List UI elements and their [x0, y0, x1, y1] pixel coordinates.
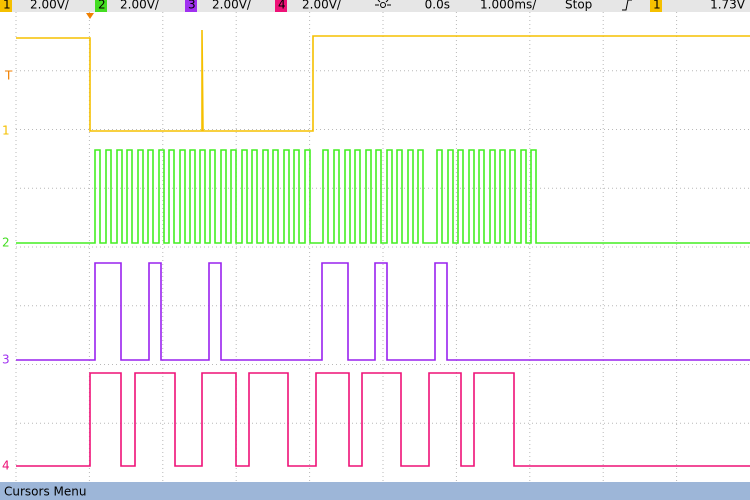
ch2-scale[interactable]: 2.00V/ — [120, 0, 160, 12]
ch2-number[interactable]: 2 — [98, 0, 106, 12]
ch3-badge[interactable] — [185, 0, 197, 12]
ch4-scale[interactable]: 2.00V/ — [302, 0, 342, 12]
trigger-source-badge[interactable] — [650, 0, 662, 12]
trigger-level-marker: T — [4, 69, 13, 83]
time-offset[interactable]: 0.0s — [425, 0, 450, 12]
ch3-marker: 3 — [2, 353, 10, 367]
menu-title: Cursors Menu — [4, 485, 86, 499]
trigger-position-marker — [86, 13, 94, 19]
ch4-badge[interactable] — [275, 0, 287, 12]
menu-bar — [0, 482, 750, 500]
ch2-trace — [16, 149, 750, 244]
time-scale[interactable]: 1.000ms/ — [480, 0, 537, 12]
trigger-edge-icon[interactable] — [622, 0, 632, 11]
status-bar — [0, 0, 750, 12]
ch1-scale[interactable]: 2.00V/ — [30, 0, 70, 12]
ch2-marker: 2 — [2, 236, 10, 250]
ch3-trace — [16, 262, 750, 361]
waveforms — [16, 29, 750, 467]
trigger-level[interactable]: 1.73V — [710, 0, 746, 12]
acquire-icon[interactable] — [375, 0, 391, 8]
ch3-scale[interactable]: 2.00V/ — [212, 0, 252, 12]
ch2-badge[interactable] — [95, 0, 107, 12]
ch4-number[interactable]: 4 — [278, 0, 286, 12]
ch1-badge[interactable] — [0, 0, 12, 12]
run-state[interactable]: Stop — [565, 0, 592, 12]
ch4-marker: 4 — [2, 459, 10, 473]
ch1-number[interactable]: 1 — [3, 0, 11, 12]
ch3-number[interactable]: 3 — [188, 0, 196, 12]
ch1-marker: 1 — [2, 124, 10, 138]
trigger-channel[interactable]: 1 — [653, 0, 661, 12]
ch1-trace — [16, 29, 750, 132]
ch4-trace — [16, 372, 750, 467]
